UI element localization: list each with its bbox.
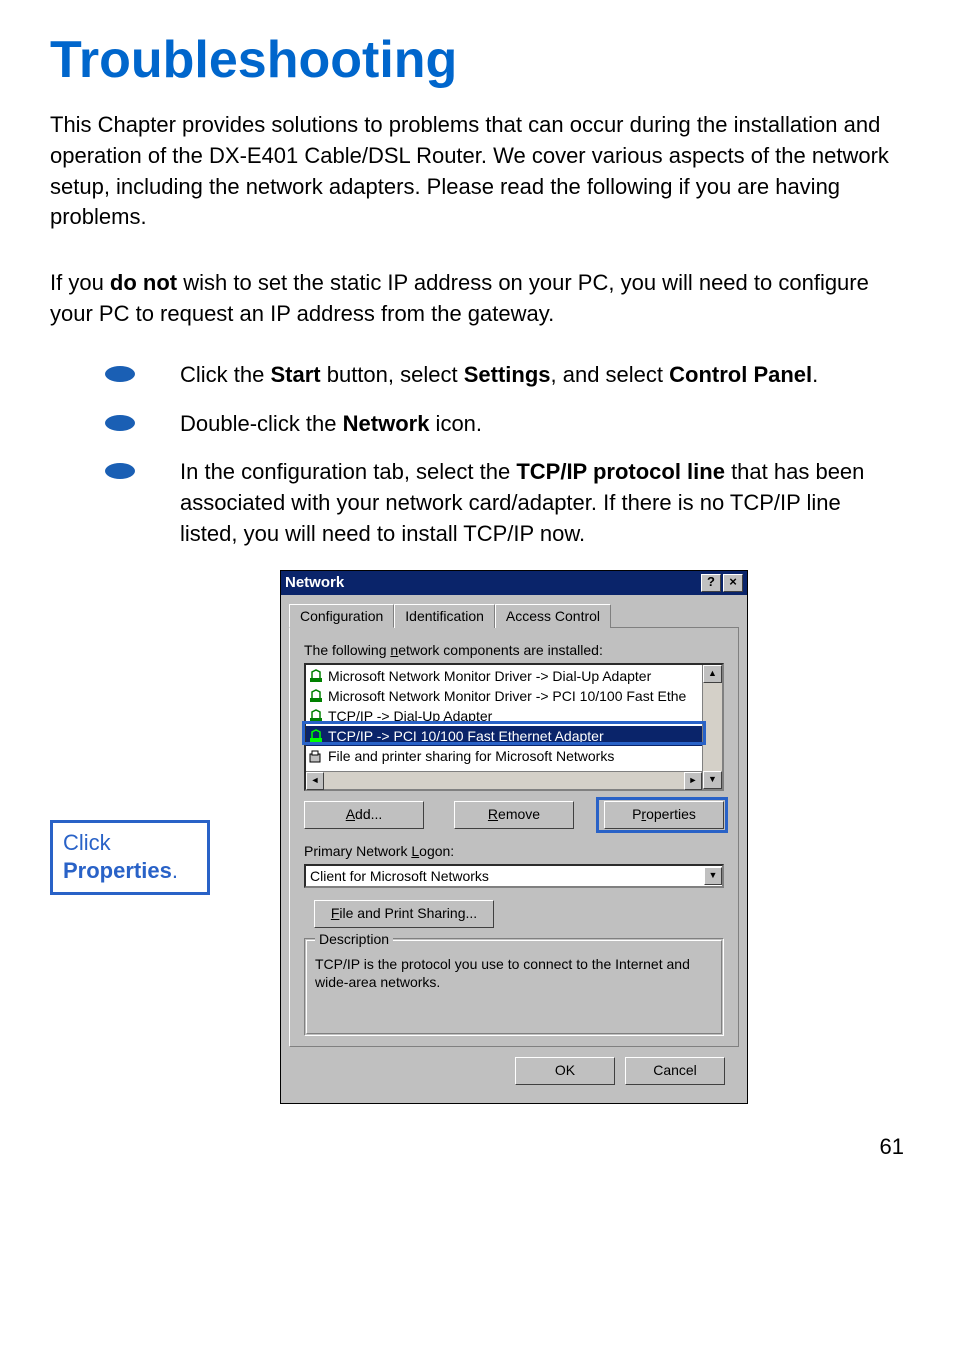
network-dialog: Network ? × Configuration Identification…	[280, 570, 748, 1104]
bullet-2: Double-click the Network icon.	[50, 409, 904, 440]
bullet-icon	[105, 366, 135, 382]
page-title: Troubleshooting	[50, 30, 904, 90]
list-item-label: Microsoft Network Monitor Driver -> Dial…	[328, 668, 651, 684]
tab-access-control[interactable]: Access Control	[495, 604, 611, 628]
cancel-button[interactable]: Cancel	[625, 1057, 725, 1085]
bullet-1: Click the Start button, select Settings,…	[50, 360, 904, 391]
protocol-icon	[308, 728, 324, 744]
text-underline: L	[411, 843, 419, 859]
text: ogon:	[419, 843, 454, 859]
text: In the configuration tab, select the	[180, 459, 516, 484]
paragraph-2: If you do not wish to set the static IP …	[50, 268, 904, 330]
logon-label: Primary Network Logon:	[304, 843, 724, 859]
list-item-label: TCP/IP -> PCI 10/100 Fast Ethernet Adapt…	[328, 728, 604, 744]
tab-identification[interactable]: Identification	[394, 604, 495, 628]
text-bold: Properties	[63, 858, 172, 883]
fieldset-legend: Description	[315, 931, 393, 947]
add-button[interactable]: Add...	[304, 801, 424, 829]
vertical-scrollbar[interactable]: ▲ ▼	[702, 665, 722, 789]
tab-strip: Configuration Identification Access Cont…	[289, 603, 739, 628]
scroll-right-button[interactable]: ►	[684, 772, 702, 789]
bullet-text: Double-click the Network icon.	[180, 409, 904, 440]
scroll-down-button[interactable]: ▼	[703, 771, 722, 789]
list-item[interactable]: Microsoft Network Monitor Driver -> PCI …	[306, 686, 702, 706]
list-item-label: Microsoft Network Monitor Driver -> PCI …	[328, 688, 686, 704]
text-bold: Settings	[464, 362, 551, 387]
list-item-label: TCP/IP -> Dial-Up Adapter	[328, 708, 492, 724]
text-bold: Control Panel	[669, 362, 812, 387]
scroll-up-button[interactable]: ▲	[703, 665, 722, 683]
help-button[interactable]: ?	[701, 574, 721, 592]
bullet-text: In the configuration tab, select the TCP…	[180, 457, 904, 549]
horizontal-scrollbar[interactable]: ◄ ►	[306, 771, 702, 789]
list-item-label: File and printer sharing for Microsoft N…	[328, 748, 614, 764]
intro-paragraph: This Chapter provides solutions to probl…	[50, 110, 904, 233]
dialog-title: Network	[285, 574, 344, 591]
ok-button[interactable]: OK	[515, 1057, 615, 1085]
description-fieldset: Description TCP/IP is the protocol you u…	[304, 938, 724, 1036]
text: Click	[63, 830, 111, 855]
properties-button[interactable]: Properties	[604, 801, 724, 829]
bullet-icon	[105, 463, 135, 479]
text: , and select	[551, 362, 670, 387]
text-bold: Start	[270, 362, 320, 387]
callout-properties: Click Properties.	[50, 820, 210, 895]
primary-logon-dropdown[interactable]: Client for Microsoft Networks ▼	[304, 864, 724, 888]
remove-button[interactable]: Remove	[454, 801, 574, 829]
list-item[interactable]: TCP/IP -> Dial-Up Adapter	[306, 706, 702, 726]
text-underline: A	[346, 806, 355, 822]
text-bold: Network	[343, 411, 430, 436]
text: button, select	[321, 362, 464, 387]
text: Primary Network	[304, 843, 411, 859]
bullet-icon	[105, 415, 135, 431]
text: icon.	[429, 411, 482, 436]
list-label: The following network components are ins…	[304, 642, 724, 658]
text: emove	[498, 806, 540, 822]
text: dd...	[355, 806, 382, 822]
dropdown-arrow-icon[interactable]: ▼	[704, 867, 722, 885]
text: The following	[304, 642, 390, 658]
list-item-selected[interactable]: TCP/IP -> PCI 10/100 Fast Ethernet Adapt…	[306, 726, 702, 746]
close-button[interactable]: ×	[723, 574, 743, 592]
service-icon	[308, 748, 324, 764]
text: Click the	[180, 362, 270, 387]
dropdown-value: Client for Microsoft Networks	[310, 868, 489, 884]
text: .	[812, 362, 818, 387]
text: Double-click the	[180, 411, 343, 436]
bullet-text: Click the Start button, select Settings,…	[180, 360, 904, 391]
bullet-3: In the configuration tab, select the TCP…	[50, 457, 904, 549]
list-item[interactable]: File and printer sharing for Microsoft N…	[306, 746, 702, 766]
page-number: 61	[50, 1134, 904, 1160]
text: operties	[646, 806, 696, 822]
text-underline: R	[488, 806, 498, 822]
list-item[interactable]: Microsoft Network Monitor Driver -> Dial…	[306, 666, 702, 686]
protocol-icon	[308, 708, 324, 724]
protocol-icon	[308, 688, 324, 704]
text-bold: do not	[110, 270, 177, 295]
file-print-sharing-button[interactable]: File and Print Sharing...	[314, 900, 494, 928]
text: etwork components are installed:	[398, 642, 603, 658]
description-text: TCP/IP is the protocol you use to connec…	[315, 955, 713, 991]
text: If you	[50, 270, 110, 295]
tab-configuration[interactable]: Configuration	[289, 604, 394, 628]
dialog-titlebar: Network ? ×	[281, 571, 747, 595]
text: .	[172, 858, 178, 883]
text-bold: TCP/IP protocol line	[516, 459, 725, 484]
scroll-left-button[interactable]: ◄	[306, 772, 324, 789]
components-listbox[interactable]: Microsoft Network Monitor Driver -> Dial…	[304, 663, 724, 791]
protocol-icon	[308, 668, 324, 684]
text: ile and Print Sharing...	[339, 905, 477, 921]
